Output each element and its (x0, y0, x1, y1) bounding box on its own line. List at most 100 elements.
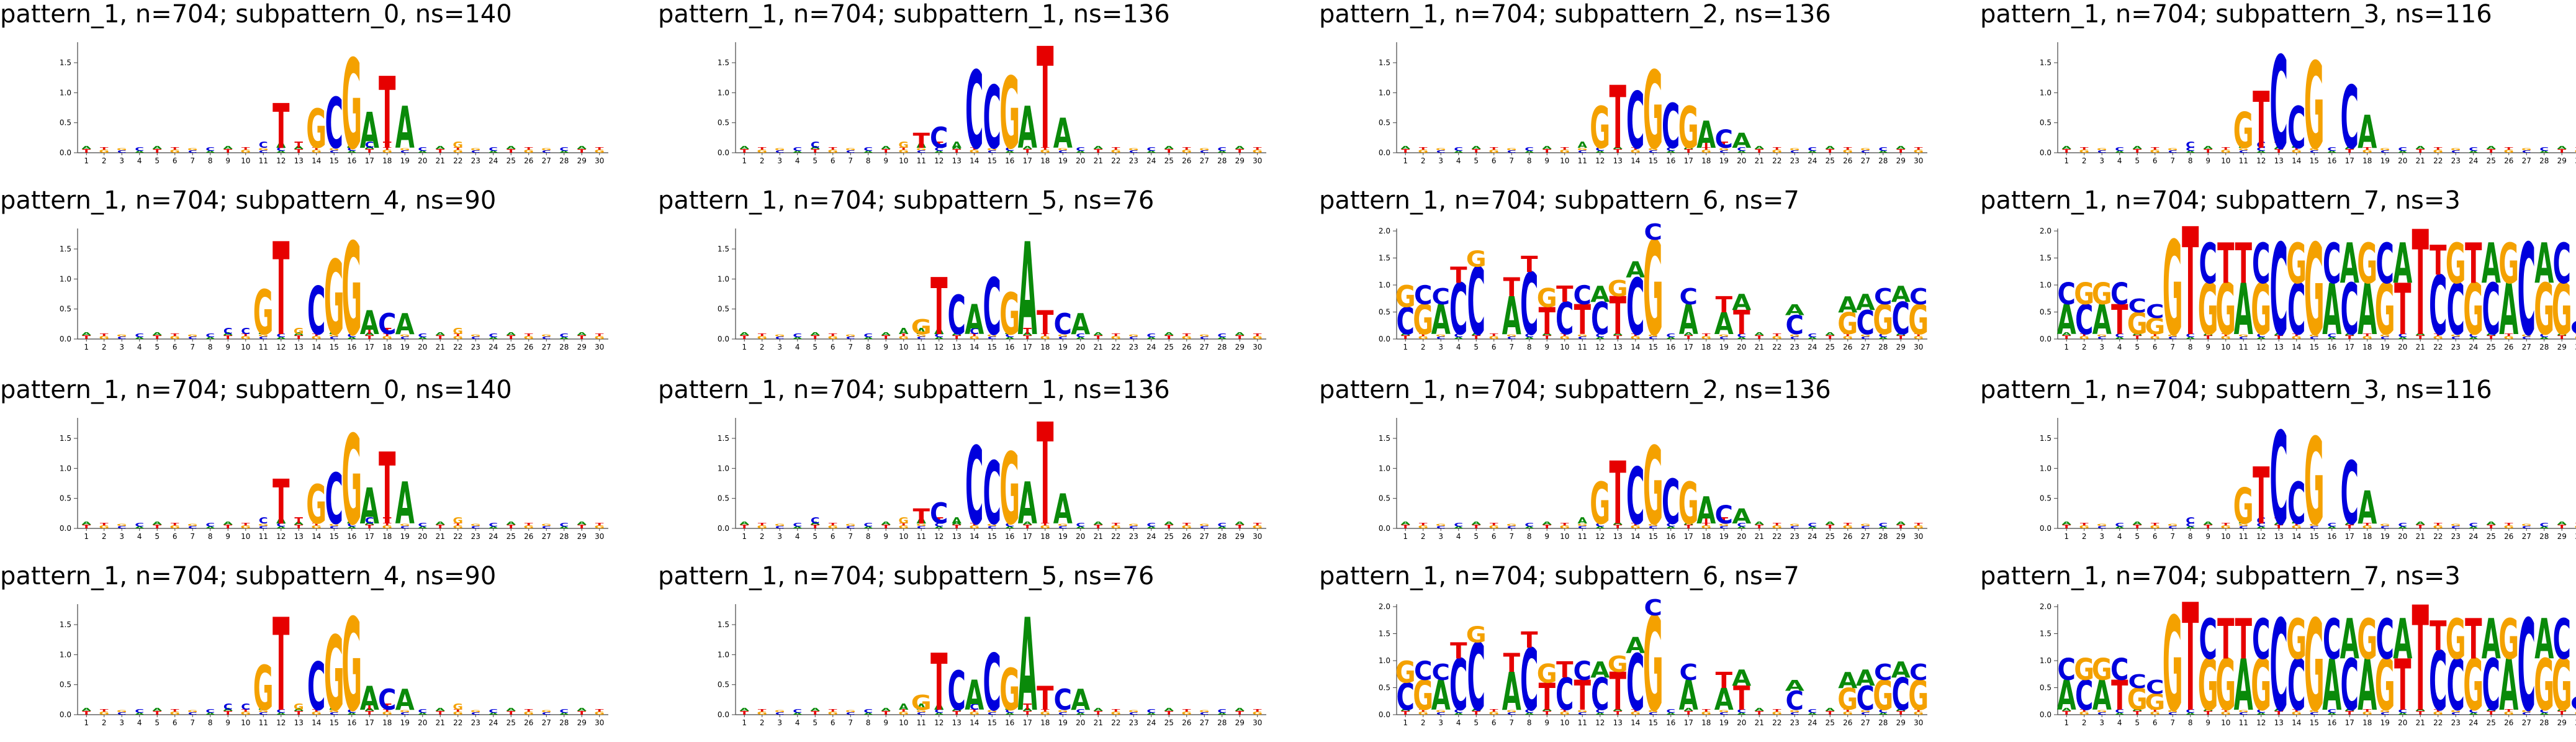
logo-letter: A (2322, 645, 2341, 727)
logo-base-letter: C (559, 332, 569, 338)
logo-base-letter: T (1401, 148, 1410, 154)
logo-base-letter: G (1860, 148, 1870, 152)
logo-base-letter: T (1631, 708, 1640, 712)
x-tick-label: 14 (1631, 156, 1640, 165)
logo-base-letter: T (153, 148, 161, 154)
logo-base-letter: A (2204, 332, 2213, 337)
x-tick-label: 14 (2292, 718, 2301, 727)
logo-base-letter: T (2062, 523, 2071, 530)
logo-base-letter: G (524, 335, 534, 340)
logo-base-letter: G (1199, 524, 1209, 527)
logo-base-letter: C (542, 150, 551, 153)
logo-base-letter: G (99, 711, 109, 716)
logo-base-letter: C (1524, 146, 1534, 152)
logo-base-letter: A (1005, 151, 1016, 154)
logo-base-letter: C (1861, 150, 1870, 153)
logo-base-letter: A (1005, 527, 1016, 530)
logo-letter: T (2430, 237, 2446, 284)
logo-base-letter: C (559, 522, 569, 528)
logo-base-letter: G (1701, 711, 1711, 716)
logo-letter: C (2323, 608, 2341, 672)
x-tick-label: 23 (1129, 156, 1138, 165)
logo-small-letter: T (2310, 516, 2318, 526)
logo-base-letter: G (2097, 148, 2107, 152)
logo-base-letter: G (2168, 524, 2177, 527)
logo-base-letter: G (170, 335, 180, 340)
logo-base-letter: T (2487, 523, 2495, 530)
logo-letter: T (1574, 672, 1591, 720)
logo-base-letter: C (1719, 712, 1729, 715)
logo-letter: C (2146, 301, 2164, 323)
logo-letter: A (1856, 665, 1876, 690)
logo-base-letter: A (1896, 707, 1906, 712)
logo-base-letter: T (454, 147, 462, 150)
logo-base-letter: G (1182, 711, 1192, 716)
logo-base-letter: T (2505, 708, 2513, 712)
logo-base-letter: G (2575, 335, 2576, 340)
logo-base-letter: A (1401, 332, 1411, 337)
x-tick-label: 22 (2433, 156, 2443, 165)
logo-letter: T (379, 57, 395, 171)
logo-base-letter: T (2292, 522, 2301, 526)
logo-base-letter: G (1040, 149, 1050, 154)
x-tick-label: 16 (2327, 156, 2336, 165)
logo-base-letter: T (2062, 710, 2071, 716)
x-tick-label: 13 (294, 156, 304, 165)
logo-base-letter: T (758, 708, 767, 712)
logo-base-letter: T (1755, 523, 1763, 530)
logo-letter: A (2499, 269, 2518, 351)
logo-base-letter: C (1808, 146, 1817, 152)
x-tick-label: 19 (400, 532, 410, 541)
x-tick-label: 30 (1253, 718, 1262, 727)
logo-base-letter: T (2487, 334, 2495, 340)
x-tick-label: 5 (813, 532, 817, 541)
x-tick-label: 17 (1023, 156, 1032, 165)
logo-base-letter: A (952, 707, 962, 712)
logo-letter: A (1431, 297, 1451, 344)
logo-base-letter: G (541, 524, 551, 527)
x-tick-label: 30 (1914, 343, 1923, 351)
x-tick-label: 29 (2557, 156, 2567, 165)
x-tick-label: 30 (2575, 156, 2576, 165)
logo-letter: A (1785, 677, 1805, 694)
logo-base-letter: T (2434, 708, 2443, 712)
logo-letter: C (1467, 624, 1485, 731)
logo-base-letter: C (846, 712, 855, 715)
logo-base-letter: G (1648, 524, 1658, 527)
logo-letter: T (272, 91, 290, 162)
logo-base-letter: T (577, 523, 586, 530)
x-tick-label: 22 (453, 156, 462, 165)
logo-panel: pattern_1, n=704; subpattern_6, ns=7 0.0 0… (1319, 562, 1977, 742)
x-tick-label: 16 (2327, 718, 2336, 727)
logo-letter: G (341, 217, 362, 364)
logo-base-letter: A (2186, 337, 2196, 340)
logo-letter: G (1643, 425, 1664, 550)
logo-base-letter: C (2115, 522, 2124, 528)
logo-base-letter: A (1217, 151, 1228, 154)
logo-base-letter: T (436, 148, 444, 154)
logo-base-letter: G (524, 149, 534, 154)
x-tick-label: 25 (2487, 532, 2496, 541)
logo-letter: A (1714, 307, 1734, 342)
x-tick-label: 17 (1684, 532, 1693, 541)
y-tick-label: 0.5 (60, 681, 71, 689)
x-tick-label: 10 (1560, 343, 1569, 351)
logo-base-letter: A (1684, 707, 1694, 712)
logo-letter: T (1733, 304, 1750, 342)
logo-base-letter: A (1542, 521, 1552, 526)
logo-base-letter: G (1719, 710, 1729, 713)
logo-base-letter: G (1701, 525, 1711, 530)
logo-base-letter: G (1436, 148, 1446, 152)
x-tick-label: 14 (2292, 156, 2301, 165)
x-tick-label: 29 (1235, 718, 1245, 727)
logo-base-letter: A (2469, 713, 2479, 716)
logo-base-letter: A (153, 332, 163, 337)
logo-base-letter: C (1507, 712, 1516, 715)
x-tick-label: 1 (84, 532, 89, 541)
x-tick-label: 4 (795, 343, 800, 351)
logo-letter: G (1643, 217, 1664, 365)
logo-base-letter: G (1772, 525, 1782, 530)
x-tick-label: 26 (1843, 343, 1852, 351)
logo-letter: C (948, 661, 966, 723)
logo-base-letter: A (2133, 145, 2143, 150)
